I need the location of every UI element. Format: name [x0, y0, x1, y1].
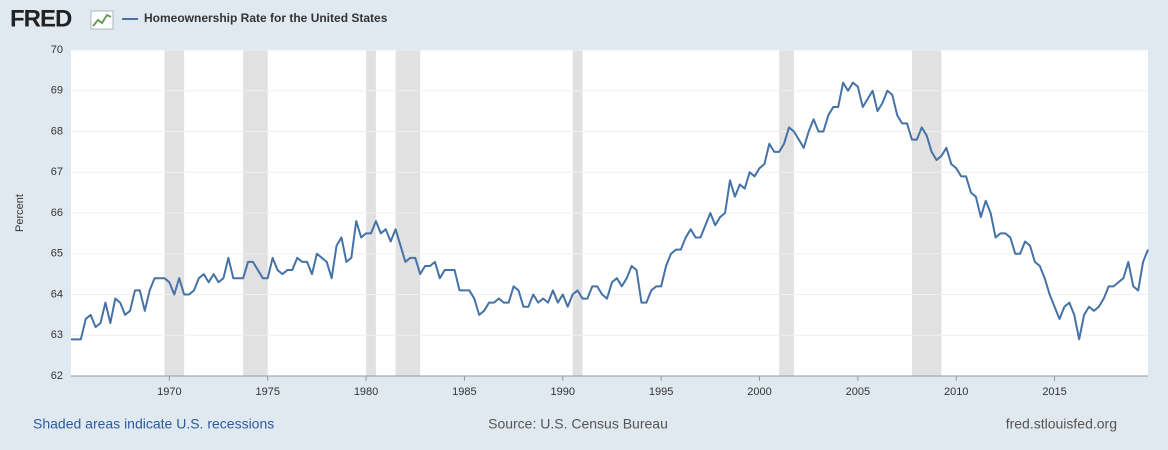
y-tick-label: 62 — [51, 370, 63, 382]
y-axis-label: Percent — [14, 194, 26, 232]
y-tick-label: 67 — [51, 166, 63, 178]
x-tick-label: 1995 — [649, 386, 673, 398]
x-tick-label: 2005 — [846, 386, 870, 398]
y-tick-label: 70 — [51, 44, 63, 56]
x-tick-label: 2015 — [1042, 386, 1066, 398]
y-tick-label: 64 — [51, 288, 63, 300]
legend-label: Homeownership Rate for the United States — [144, 11, 388, 25]
x-tick-label: 2000 — [747, 386, 771, 398]
x-tick-label: 1975 — [255, 386, 279, 398]
logo[interactable]: FRED — [10, 5, 73, 32]
y-tick-label: 69 — [51, 85, 63, 97]
x-tick-label: 1990 — [551, 386, 575, 398]
x-tick-label: 2010 — [944, 386, 968, 398]
x-tick-label: 1970 — [157, 386, 181, 398]
source: Source: U.S. Census Bureau — [488, 416, 668, 432]
recession-note[interactable]: Shaded areas indicate U.S. recessions — [33, 416, 274, 432]
y-tick-label: 68 — [51, 125, 63, 137]
site-link[interactable]: fred.stlouisfed.org — [1006, 416, 1117, 432]
series-line — [71, 81, 1149, 341]
plot-layer: 62 63 64 65 66 67 68 69 70 1970 1975 1980 1985 1990 19… — [51, 44, 1149, 398]
x-tick-label: 1985 — [452, 386, 476, 398]
y-tick-label: 63 — [51, 329, 63, 341]
logo-icon — [90, 10, 114, 30]
y-tick-label: 65 — [51, 248, 63, 260]
y-tick-label: 66 — [51, 207, 63, 219]
x-tick-label: 1980 — [354, 386, 378, 398]
